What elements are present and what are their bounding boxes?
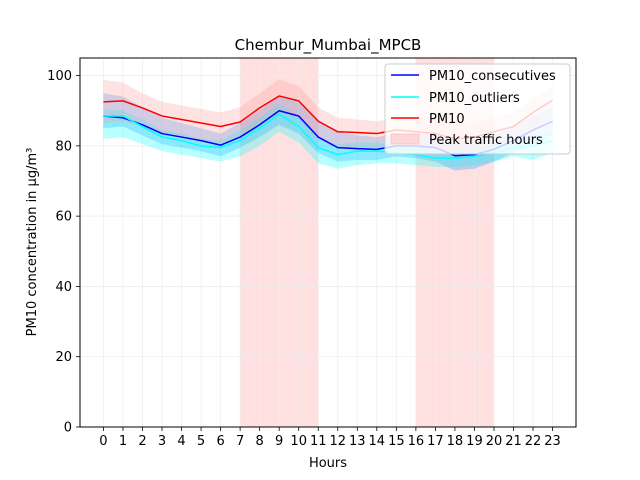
- series-line-pm10-outliers: [103, 113, 553, 159]
- x-tick-label-23: 23: [544, 434, 561, 449]
- y-tick-label-20: 20: [55, 350, 72, 365]
- x-axis-label: Hours: [309, 456, 347, 471]
- x-tick-label-4: 4: [177, 434, 185, 449]
- legend-label-pm10-outliers: PM10_outliers: [429, 91, 520, 106]
- x-tick-label-3: 3: [158, 434, 166, 449]
- plot-frame: [79, 57, 577, 428]
- x-tick-label-13: 13: [349, 434, 366, 449]
- x-tick-label-20: 20: [486, 434, 503, 449]
- legend-swatch-peak-traffic: [390, 133, 420, 145]
- y-tick-label-0: 0: [64, 421, 72, 436]
- x-tick-label-0: 0: [99, 434, 107, 449]
- x-tick-label-16: 16: [408, 434, 425, 449]
- legend-box: [384, 63, 571, 155]
- x-tick-label-19: 19: [466, 434, 483, 449]
- y-tick-label-60: 60: [55, 210, 72, 225]
- x-tick-label-21: 21: [505, 434, 522, 449]
- x-axis-ticks: 0 1 2 3 4 5 6 7 8 9 10 11 12 13 14 15 16 17 18 19 20 21 22 23: [99, 427, 561, 449]
- legend-label-peak-traffic: Peak traffic hours: [429, 133, 543, 148]
- x-tick-label-6: 6: [216, 434, 224, 449]
- x-tick-label-12: 12: [329, 434, 346, 449]
- x-tick-label-5: 5: [197, 434, 205, 449]
- x-tick-label-22: 22: [525, 434, 542, 449]
- y-axis-label: PM10 concentration in µg/m³: [25, 148, 40, 337]
- x-tick-label-17: 17: [427, 434, 444, 449]
- legend: PM10_consecutives PM10_outliers PM10 Pea…: [384, 63, 571, 155]
- chart-title: Chembur_Mumbai_MPCB: [235, 36, 422, 55]
- legend-label-pm10-consecutives: PM10_consecutives: [429, 69, 556, 84]
- x-tick-label-10: 10: [290, 434, 307, 449]
- x-tick-label-18: 18: [447, 434, 464, 449]
- y-tick-label-80: 80: [55, 139, 72, 154]
- y-tick-label-40: 40: [55, 280, 72, 295]
- x-tick-label-2: 2: [138, 434, 146, 449]
- x-tick-label-8: 8: [256, 434, 264, 449]
- x-tick-label-14: 14: [369, 434, 386, 449]
- y-tick-label-100: 100: [47, 69, 72, 84]
- legend-label-pm10: PM10: [429, 112, 465, 127]
- y-axis-ticks: 0 20 40 60 80 100: [47, 69, 80, 436]
- x-tick-label-11: 11: [310, 434, 327, 449]
- x-tick-label-1: 1: [119, 434, 127, 449]
- x-tick-label-7: 7: [236, 434, 244, 449]
- x-tick-label-9: 9: [275, 434, 283, 449]
- x-tick-label-15: 15: [388, 434, 405, 449]
